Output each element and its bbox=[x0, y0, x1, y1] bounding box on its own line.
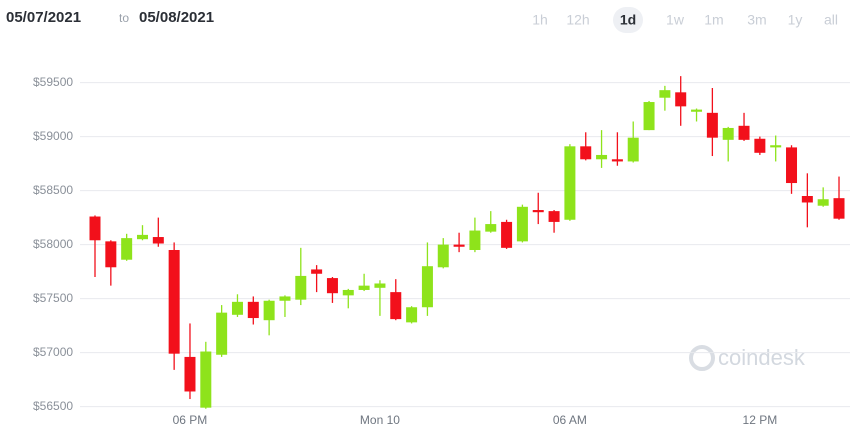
date-connector: to bbox=[119, 11, 129, 25]
range-button[interactable]: 1d bbox=[620, 12, 636, 28]
y-tick-label: $59500 bbox=[33, 75, 73, 89]
candle-body bbox=[453, 244, 465, 247]
candle-body bbox=[516, 206, 528, 242]
range-button[interactable]: all bbox=[824, 12, 838, 28]
candle-body bbox=[691, 109, 703, 112]
watermark-logo: coindesk bbox=[689, 345, 806, 371]
candle-body bbox=[374, 283, 386, 288]
candle-body bbox=[231, 301, 243, 315]
candle-body bbox=[279, 296, 291, 301]
candle-body bbox=[770, 145, 782, 148]
y-tick-label: $58000 bbox=[33, 237, 73, 251]
date-to: 05/08/2021 bbox=[139, 9, 214, 26]
candle-body bbox=[358, 285, 370, 290]
candle-body bbox=[801, 196, 813, 203]
candle-body bbox=[263, 300, 275, 321]
range-button[interactable]: 1h bbox=[532, 12, 548, 28]
candle-body bbox=[421, 266, 433, 308]
candle-body bbox=[168, 250, 180, 354]
candle-body bbox=[627, 137, 639, 162]
candle-body bbox=[121, 238, 133, 260]
candle-body bbox=[89, 216, 101, 241]
candle-body bbox=[105, 241, 117, 268]
candle-body bbox=[469, 230, 481, 250]
candle-body bbox=[406, 307, 418, 323]
candle-body bbox=[311, 269, 323, 274]
candle-body bbox=[437, 244, 449, 268]
candle-body bbox=[532, 210, 544, 213]
y-tick-label: $57500 bbox=[33, 291, 73, 305]
y-tick-label: $59000 bbox=[33, 129, 73, 143]
candle-body bbox=[706, 112, 718, 138]
candle-body bbox=[722, 127, 734, 140]
candle-body bbox=[643, 102, 655, 131]
x-tick-label: 06 PM bbox=[173, 413, 208, 427]
candle-body bbox=[564, 146, 576, 220]
range-button[interactable]: 1m bbox=[704, 12, 723, 28]
candle-body bbox=[216, 312, 228, 355]
candle-body bbox=[485, 224, 497, 232]
x-tick-label: 06 AM bbox=[553, 413, 587, 427]
range-button[interactable]: 1y bbox=[788, 12, 803, 28]
range-button[interactable]: 12h bbox=[566, 12, 589, 28]
candle-body bbox=[152, 237, 164, 244]
candle-body bbox=[817, 199, 829, 206]
range-button[interactable]: 3m bbox=[747, 12, 766, 28]
candle-body bbox=[326, 278, 338, 294]
x-tick-label: Mon 10 bbox=[360, 413, 400, 427]
x-tick-label: 12 PM bbox=[743, 413, 778, 427]
candle-body bbox=[596, 154, 608, 160]
candle-body bbox=[675, 92, 687, 107]
candle-body bbox=[501, 221, 513, 248]
candle-body bbox=[200, 351, 212, 408]
candle-body bbox=[754, 138, 766, 153]
y-tick-label: $57000 bbox=[33, 345, 73, 359]
candle-body bbox=[548, 211, 560, 222]
candle-body bbox=[247, 301, 259, 319]
candle-body bbox=[390, 292, 402, 320]
candle-body bbox=[611, 159, 623, 162]
y-tick-label: $56500 bbox=[33, 399, 73, 413]
candle-body bbox=[738, 125, 750, 140]
candle-body bbox=[786, 147, 798, 184]
candle-body bbox=[659, 90, 671, 98]
watermark-text: coindesk bbox=[718, 345, 806, 370]
candle-body bbox=[342, 289, 354, 296]
candle-body bbox=[136, 234, 148, 240]
range-selected-bg bbox=[613, 7, 643, 33]
candle-body bbox=[580, 146, 592, 160]
candle-body bbox=[184, 356, 196, 392]
date-from: 05/07/2021 bbox=[6, 9, 81, 26]
y-tick-label: $58500 bbox=[33, 183, 73, 197]
range-button[interactable]: 1w bbox=[666, 12, 685, 28]
candle-body bbox=[833, 198, 845, 219]
candle-body bbox=[295, 275, 307, 300]
